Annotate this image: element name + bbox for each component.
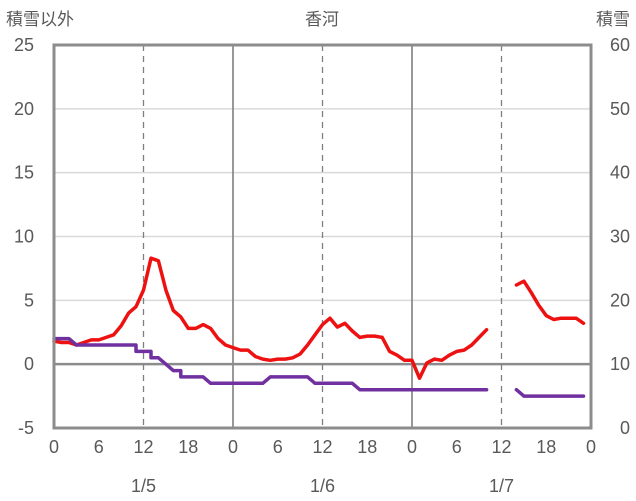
x-tick-label: 0 [49,437,59,457]
left-tick-label: 10 [14,227,34,247]
non-snow-line [514,279,586,326]
right-tick-label: 20 [610,290,630,310]
x-tick-label: 18 [357,437,377,457]
series-layer [52,256,586,398]
date-label: 1/7 [489,476,514,496]
x-tick-label: 12 [312,437,332,457]
left-tick-label: 5 [24,290,34,310]
x-tick-label: 6 [94,437,104,457]
left-tick-label: 15 [14,163,34,183]
x-tick-label: 12 [133,437,153,457]
date-label: 1/6 [310,476,335,496]
right-tick-label: 10 [610,354,630,374]
chart-title: 香河 [305,10,339,30]
right-axis-title: 積雪 [596,10,630,30]
date-label: 1/5 [131,476,156,496]
right-tick-label: 60 [610,35,630,55]
left-tick-label: -5 [18,418,34,438]
right-tick-label: 30 [610,227,630,247]
x-tick-label: 12 [491,437,511,457]
x-tick-label: 18 [178,437,198,457]
snow-depth-line [514,387,586,398]
x-tick-label: 0 [407,437,417,457]
snow-depth-line [52,336,489,392]
left-tick-label: 0 [24,354,34,374]
right-tick-label: 50 [610,99,630,119]
grid-layer [54,45,591,428]
x-tick-label: 6 [273,437,283,457]
right-tick-label: 0 [620,418,630,438]
x-tick-label: 0 [228,437,238,457]
x-tick-label: 0 [586,437,596,457]
right-tick-label: 40 [610,163,630,183]
left-tick-label: 20 [14,99,34,119]
left-tick-label: 25 [14,35,34,55]
left-axis-title: 積雪以外 [6,10,74,30]
plot-frame [52,43,593,430]
x-tick-label: 6 [452,437,462,457]
x-tick-label: 18 [536,437,556,457]
non-snow-line [52,256,489,380]
